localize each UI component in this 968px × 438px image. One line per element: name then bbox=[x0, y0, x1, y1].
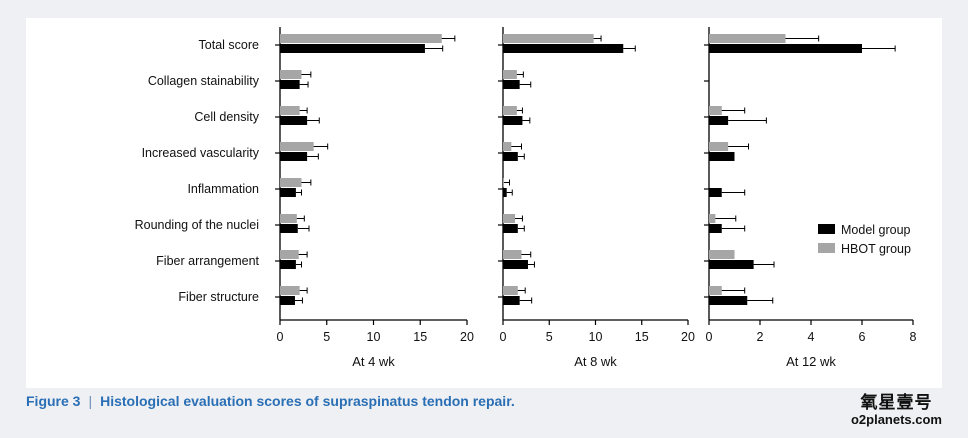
watermark-site: o2planets.com bbox=[850, 411, 942, 427]
bar bbox=[280, 44, 425, 53]
bar bbox=[280, 214, 297, 223]
bar bbox=[503, 214, 516, 223]
bar bbox=[503, 188, 507, 197]
category-label: Cell density bbox=[194, 110, 259, 124]
x-tick-label: 2 bbox=[757, 330, 764, 344]
bar bbox=[503, 80, 520, 89]
bar bbox=[503, 70, 517, 79]
bar bbox=[280, 142, 314, 151]
legend-swatch bbox=[818, 224, 835, 234]
bar bbox=[709, 214, 716, 223]
bar bbox=[280, 250, 299, 259]
category-label: Inflammation bbox=[187, 182, 259, 196]
bar bbox=[280, 106, 300, 115]
bar bbox=[709, 224, 722, 233]
x-tick-label: 5 bbox=[323, 330, 330, 344]
bar bbox=[709, 286, 722, 295]
legend-label: Model group bbox=[841, 223, 911, 237]
bar bbox=[280, 34, 442, 43]
x-tick-label: 20 bbox=[681, 330, 695, 344]
bar bbox=[280, 70, 302, 79]
chart: Total score Collagen stainability Cell den… bbox=[135, 27, 917, 369]
bar bbox=[280, 178, 302, 187]
x-tick-label: 5 bbox=[546, 330, 553, 344]
bar bbox=[503, 224, 518, 233]
figure-label: Figure 3 bbox=[26, 393, 81, 409]
watermark-chinese: 氧星壹号 bbox=[860, 393, 933, 413]
legend-swatch bbox=[818, 243, 835, 253]
x-tick-label: 6 bbox=[859, 330, 866, 344]
x-tick-label: 10 bbox=[367, 330, 381, 344]
bar bbox=[709, 116, 729, 125]
bar bbox=[503, 106, 517, 115]
bar bbox=[709, 250, 735, 259]
bar bbox=[709, 44, 862, 53]
category-label: Increased vascularity bbox=[142, 146, 260, 160]
bar bbox=[280, 152, 308, 161]
figure-caption: Figure 3 | Histological evaluation scores … bbox=[26, 393, 515, 409]
x-tick-label: 20 bbox=[460, 330, 474, 344]
bar bbox=[709, 142, 729, 151]
category-label: Collagen stainability bbox=[148, 74, 260, 88]
bar bbox=[280, 296, 295, 305]
x-tick-label: 4 bbox=[808, 330, 815, 344]
bar bbox=[280, 260, 296, 269]
bar bbox=[503, 286, 518, 295]
bar bbox=[503, 260, 528, 269]
bar bbox=[709, 34, 786, 43]
x-tick-label: 0 bbox=[500, 330, 507, 344]
bar bbox=[503, 152, 518, 161]
x-tick-label: 8 bbox=[910, 330, 917, 344]
bar bbox=[503, 116, 523, 125]
bar bbox=[503, 178, 504, 187]
x-tick-label: 15 bbox=[635, 330, 649, 344]
bar bbox=[503, 44, 624, 53]
legend-label: HBOT group bbox=[841, 242, 911, 256]
bar bbox=[280, 224, 298, 233]
category-label: Fiber arrangement bbox=[156, 254, 259, 268]
x-tick-label: 0 bbox=[706, 330, 713, 344]
bar bbox=[709, 296, 748, 305]
bar bbox=[280, 188, 296, 197]
bar bbox=[503, 296, 520, 305]
x-axis-label: At 4 wk bbox=[352, 354, 395, 369]
bar bbox=[709, 106, 722, 115]
x-tick-label: 15 bbox=[413, 330, 427, 344]
bar bbox=[280, 286, 300, 295]
caption-text: Histological evaluation scores of supras… bbox=[100, 393, 515, 409]
bar bbox=[503, 34, 594, 43]
bar bbox=[709, 152, 735, 161]
bar bbox=[280, 80, 300, 89]
bar bbox=[709, 188, 722, 197]
category-label: Total score bbox=[199, 38, 259, 52]
watermark: 氧星壹号 o2planets.com bbox=[851, 394, 942, 427]
x-tick-label: 0 bbox=[277, 330, 284, 344]
figure-panel: Total score Collagen stainability Cell den… bbox=[26, 18, 942, 388]
category-label: Rounding of the nuclei bbox=[135, 218, 259, 232]
category-label: Fiber structure bbox=[178, 290, 259, 304]
x-axis-label: At 12 wk bbox=[786, 354, 836, 369]
bar bbox=[709, 260, 754, 269]
x-axis-label: At 8 wk bbox=[574, 354, 617, 369]
bar bbox=[280, 116, 308, 125]
caption-separator: | bbox=[88, 393, 93, 409]
bar bbox=[503, 142, 512, 151]
bar bbox=[503, 250, 522, 259]
x-tick-label: 10 bbox=[589, 330, 603, 344]
